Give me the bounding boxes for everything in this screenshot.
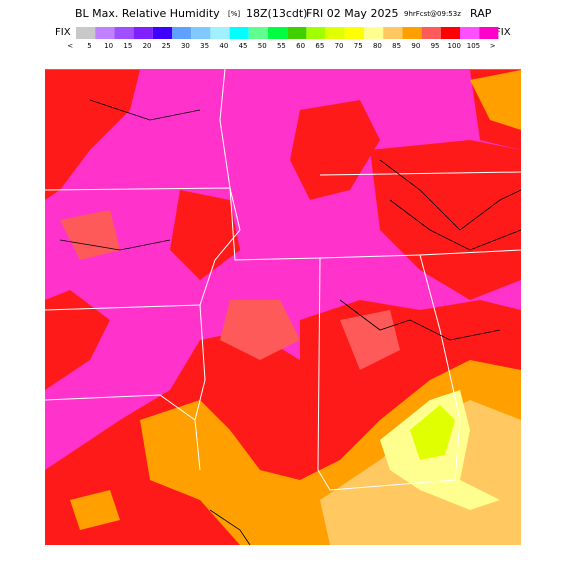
- field-yellow-green: [410, 405, 455, 460]
- legend-swatch: [440, 27, 460, 39]
- legend-label: 95: [431, 42, 440, 50]
- legend-swatch: [114, 27, 134, 39]
- legend-label: 105: [467, 42, 480, 50]
- legend-label: 50: [258, 42, 267, 50]
- title: BL Max. Relative Humidity: [75, 7, 220, 20]
- legend-label: 70: [335, 42, 344, 50]
- legend-swatch: [248, 27, 268, 39]
- legend-swatch: [152, 27, 172, 39]
- legend-label: 35: [200, 42, 209, 50]
- legend-label: 100: [448, 42, 461, 50]
- legend-swatch: [229, 27, 249, 39]
- legend-swatch: [479, 27, 499, 39]
- legend-label: 40: [219, 42, 228, 50]
- legend-swatch: [95, 27, 115, 39]
- legend-swatch: [306, 27, 326, 39]
- fix-right: FIX: [495, 27, 511, 38]
- legend-label: 75: [354, 42, 363, 50]
- valid-time: 18Z(13cdt): [246, 7, 307, 20]
- legend-swatch: [210, 27, 230, 39]
- legend-swatch: [383, 27, 403, 39]
- map: [44, 68, 522, 546]
- legend-label: 20: [143, 42, 152, 50]
- legend-label: 60: [296, 42, 305, 50]
- state-borders: [44, 68, 522, 491]
- contours: [59, 99, 522, 546]
- legend-label: 30: [181, 42, 190, 50]
- legend-label: 10: [104, 42, 113, 50]
- legend-label: 25: [162, 42, 171, 50]
- legend-swatch: [191, 27, 211, 39]
- legend-swatch: [460, 27, 480, 39]
- model: RAP: [470, 7, 492, 20]
- legend-label: 5: [87, 42, 91, 50]
- field-pink: [60, 210, 400, 370]
- legend-label: 90: [411, 42, 420, 50]
- legend-swatch: [287, 27, 307, 39]
- legend-label: <: [67, 42, 73, 50]
- legend-label: 45: [239, 42, 248, 50]
- legend-label: 65: [315, 42, 324, 50]
- legend-swatch: [344, 27, 364, 39]
- legend-swatch: [402, 27, 422, 39]
- legend-label: 55: [277, 42, 286, 50]
- legend-swatch: [76, 27, 96, 39]
- legend-label: 15: [123, 42, 132, 50]
- units: [%]: [228, 10, 240, 18]
- legend-swatch: [421, 27, 441, 39]
- valid-date: FRI 02 May 2025: [306, 7, 398, 20]
- forecast: 9hrFcst@09:53z: [404, 10, 461, 18]
- legend-swatch: [364, 27, 384, 39]
- legend-label: 80: [373, 42, 382, 50]
- legend-swatch: [133, 27, 153, 39]
- legend-label: >: [490, 42, 496, 50]
- legend-swatch: [172, 27, 192, 39]
- fix-left: FIX: [55, 27, 71, 38]
- legend-swatch: [325, 27, 345, 39]
- colorbar: <5 10 15 20 25 30 35 40 45 50 55 60 65 70 75 80 85 90 95 10…: [67, 27, 499, 50]
- legend-swatch: [268, 27, 288, 39]
- legend-label: 85: [392, 42, 401, 50]
